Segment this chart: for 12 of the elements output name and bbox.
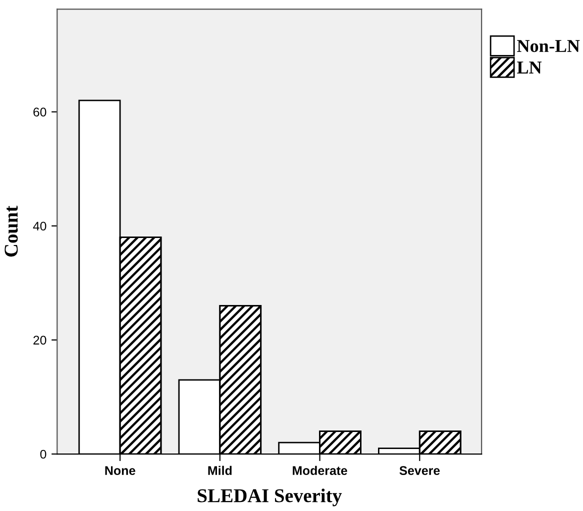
x-tick-label: Mild (208, 466, 232, 476)
legend-label: LN (517, 62, 542, 74)
y-axis-title: Count (4, 206, 18, 257)
y-tick-label: 20 (33, 336, 46, 345)
legend-label: Non-LN (517, 40, 580, 52)
y-tick-label: 40 (33, 222, 46, 231)
x-axis-title: SLEDAI Severity (198, 488, 342, 506)
x-tick-label: None (105, 466, 136, 476)
y-tick-label: 60 (33, 108, 46, 116)
y-tick-label: 0 (40, 450, 46, 459)
x-tick-label: Severe (399, 466, 440, 476)
x-tick-label: Moderate (292, 466, 348, 476)
